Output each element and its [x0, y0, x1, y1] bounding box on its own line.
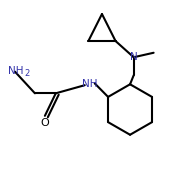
Text: 2: 2	[25, 69, 30, 78]
Text: NH: NH	[82, 79, 98, 89]
Text: NH: NH	[8, 66, 24, 76]
Text: N: N	[130, 52, 138, 62]
Text: O: O	[40, 118, 49, 128]
